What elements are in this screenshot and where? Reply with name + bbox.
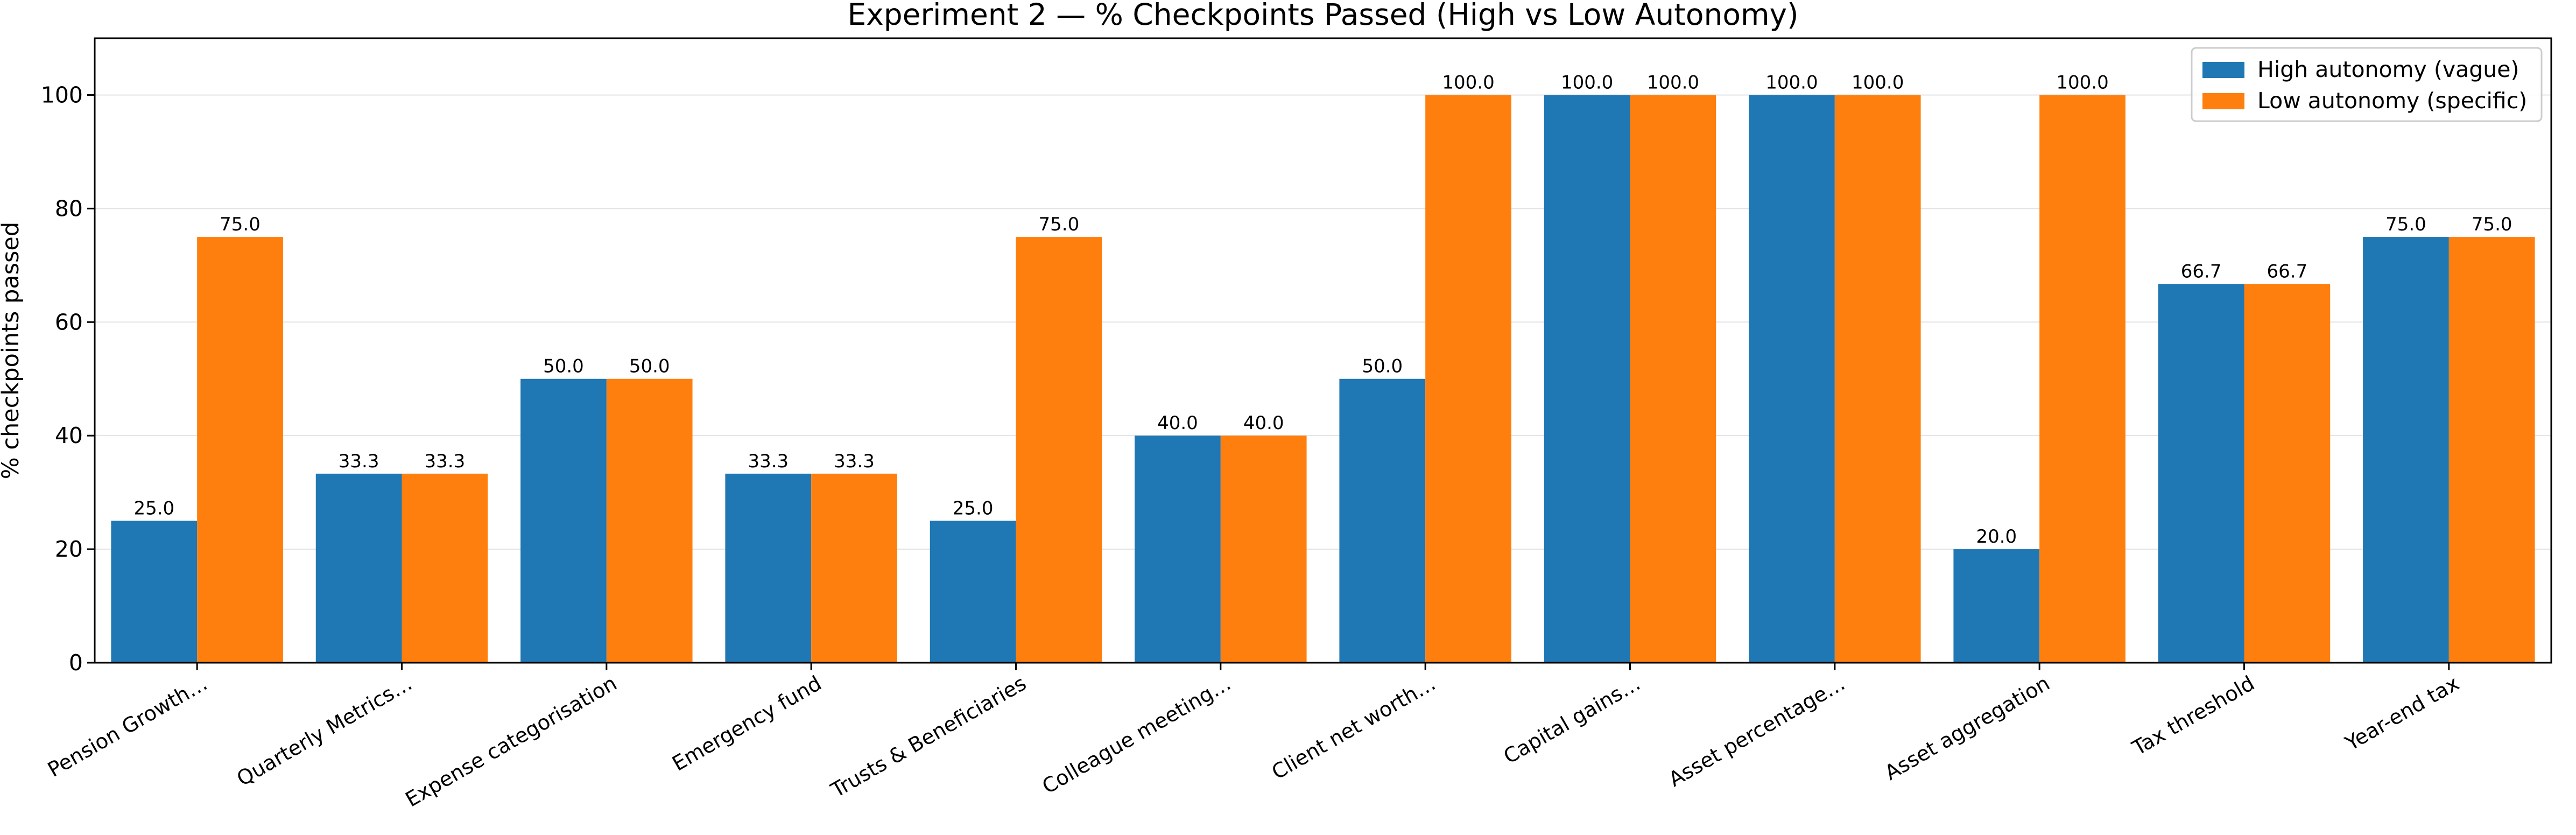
bar-value-label: 100.0: [1852, 72, 1904, 93]
bar-low-autonomy: [402, 473, 488, 663]
bar-value-label: 50.0: [629, 356, 670, 377]
x-tick-label: Emergency fund: [668, 671, 825, 776]
bar-value-label: 33.3: [425, 451, 466, 472]
y-tick-label: 40: [55, 423, 83, 448]
bar-high-autonomy: [1749, 95, 1835, 663]
bar-value-label: 33.3: [748, 451, 789, 472]
bar-value-label: 75.0: [2472, 214, 2512, 235]
bar-high-autonomy: [1544, 95, 1630, 663]
y-tick-label: 20: [55, 536, 83, 562]
y-axis-label: % checkpoints passed: [0, 222, 24, 479]
bar-value-label: 33.3: [834, 451, 875, 472]
x-tick-label: Capital gains…: [1500, 671, 1644, 769]
x-tick-label: Year-end tax: [2341, 671, 2463, 756]
bar-high-autonomy: [111, 521, 198, 663]
bar-high-autonomy: [315, 473, 402, 663]
x-tick-label: Asset percentage…: [1665, 671, 1849, 791]
bar-low-autonomy: [2448, 237, 2535, 663]
bar-low-autonomy: [1220, 436, 1307, 663]
plot-area-frame: [94, 37, 2552, 664]
bar-value-label: 66.7: [2181, 261, 2222, 283]
legend-swatch: [2202, 93, 2244, 109]
bar-low-autonomy: [1016, 237, 1102, 663]
bar-value-label: 20.0: [1976, 526, 2017, 548]
bar-high-autonomy: [1339, 378, 1426, 663]
bar-low-autonomy: [606, 378, 693, 663]
data-labels: 25.0 75.0 33.3 33.3 50.0 50.0 33.3 33.3 25.0 75.0…: [133, 72, 2512, 548]
bar-value-label: 33.3: [339, 451, 379, 472]
bar-low-autonomy: [1630, 95, 1716, 663]
legend-frame: [2191, 47, 2543, 122]
bar-value-label: 25.0: [953, 497, 994, 519]
bar-low-autonomy: [1834, 95, 1921, 663]
bar-high-autonomy: [725, 473, 812, 663]
y-tick-label: 0: [69, 650, 83, 676]
chart-title: Experiment 2 — % Checkpoints Passed (Hig…: [847, 0, 1798, 32]
x-tick-label: Quarterly Metrics…: [233, 671, 416, 791]
bar-value-label: 75.0: [220, 214, 261, 235]
y-tick-label: 100: [41, 82, 83, 108]
x-tick-label: Pension Growth…: [44, 671, 212, 782]
bar-high-autonomy: [1135, 436, 1221, 663]
bar-value-label: 100.0: [1442, 72, 1494, 93]
bar-high-autonomy: [520, 378, 607, 663]
x-tick-label: Client net worth…: [1268, 671, 1439, 784]
x-tick-label: Trusts & Beneficiaries: [827, 671, 1030, 803]
bar-low-autonomy: [2244, 284, 2331, 663]
bar-value-label: 66.7: [2267, 261, 2308, 283]
legend: High autonomy (vague) Low autonomy (speci…: [2191, 47, 2543, 122]
y-tick-label: 60: [55, 309, 83, 335]
legend-label: Low autonomy (specific): [2257, 88, 2527, 114]
y-tick-label: 80: [55, 195, 83, 221]
bar-value-label: 50.0: [1362, 356, 1403, 377]
x-tick-label: Asset aggregation: [1881, 671, 2054, 785]
bar-value-label: 75.0: [2385, 214, 2426, 235]
bar-value-label: 25.0: [133, 497, 174, 519]
bars: [111, 95, 2535, 663]
legend-label: High autonomy (vague): [2257, 57, 2519, 82]
bar-low-autonomy: [2039, 95, 2125, 663]
bar-value-label: 100.0: [1647, 72, 1699, 93]
bar-high-autonomy: [2158, 284, 2244, 663]
bar-value-label: 50.0: [543, 356, 584, 377]
bar-high-autonomy: [1953, 549, 2040, 663]
bar-value-label: 40.0: [1157, 412, 1198, 434]
x-tick-label: Tax threshold: [2128, 671, 2258, 760]
legend-swatch: [2202, 62, 2244, 78]
bar-value-label: 100.0: [2056, 72, 2108, 93]
bar-low-autonomy: [811, 473, 897, 663]
bar-value-label: 75.0: [1039, 214, 1080, 235]
bar-value-label: 100.0: [1765, 72, 1818, 93]
bar-low-autonomy: [1425, 95, 1511, 663]
bar-high-autonomy: [2363, 237, 2449, 663]
bar-value-label: 40.0: [1243, 412, 1284, 434]
bar-value-label: 100.0: [1561, 72, 1613, 93]
x-tick-label: Expense categorisation: [402, 671, 621, 812]
bar-high-autonomy: [930, 521, 1016, 663]
x-tick-label: Colleague meeting…: [1038, 671, 1235, 798]
bar-low-autonomy: [197, 237, 283, 663]
